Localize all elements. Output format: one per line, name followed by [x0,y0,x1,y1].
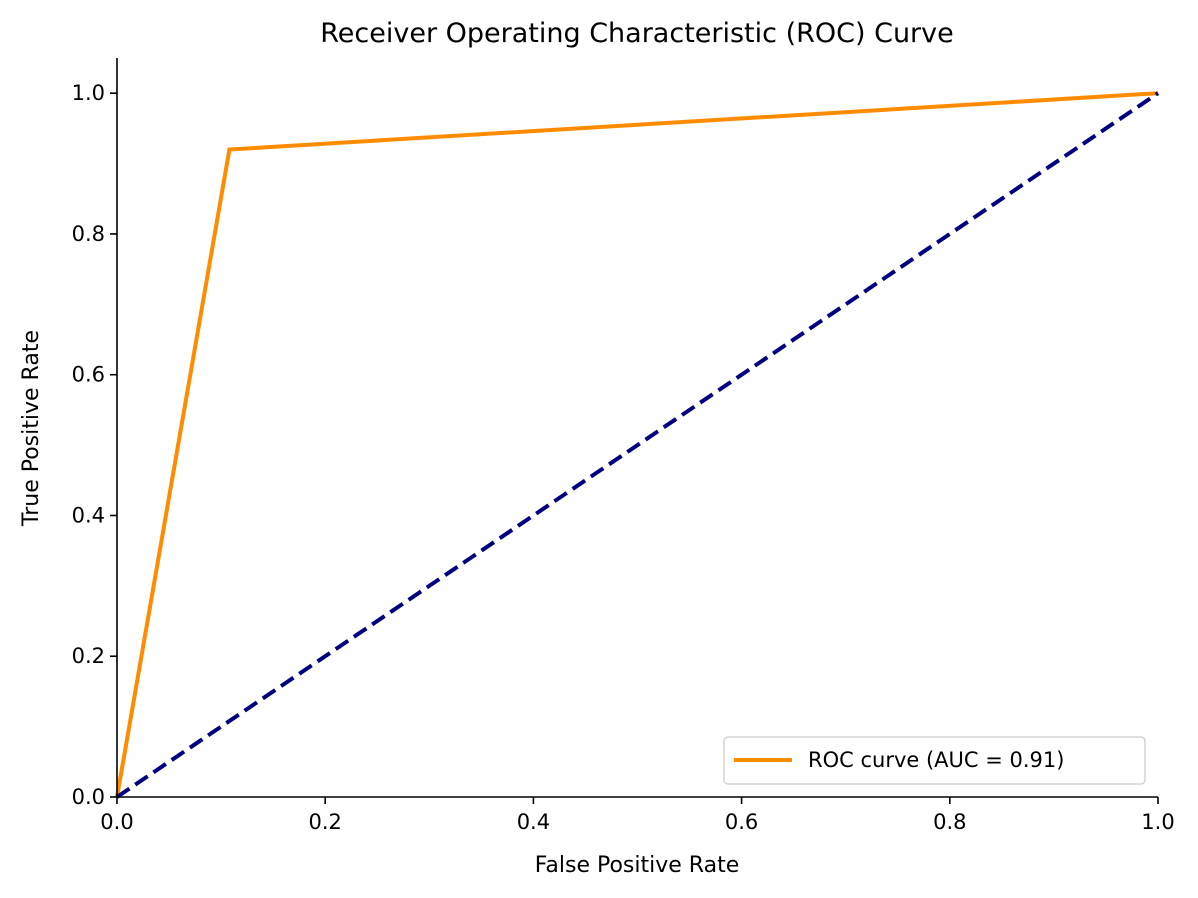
legend-box [723,736,1146,785]
x-tick-label: 0.6 [725,810,758,834]
axes [116,58,1158,798]
x-tick-label: 0.8 [933,810,966,834]
x-tick-label: 1.0 [1141,810,1174,834]
y-tick-label: 0.0 [72,785,105,809]
y-tick-label: 1.0 [72,81,105,105]
chance-diagonal-line [115,91,1160,799]
y-tick-label: 0.6 [72,363,105,387]
y-tick-label: 0.4 [72,503,105,527]
y-tick-label: 0.8 [72,222,105,246]
y-axis-label: True Positive Rate [19,330,44,527]
legend-label: ROC curve (AUC = 0.91) [808,748,1064,772]
roc-curve-line [115,91,1159,798]
x-axis-ticks: 0.0 0.2 0.4 0.6 0.8 1.0 [100,797,1175,834]
x-tick-label: 0.4 [517,810,550,834]
x-tick-label: 0.0 [100,810,133,834]
chart-title: Receiver Operating Characteristic (ROC) … [320,18,954,49]
y-axis-ticks: 0.0 0.2 0.4 0.6 0.8 1.0 [72,81,117,809]
y-tick-label: 0.2 [72,644,105,668]
x-tick-label: 0.2 [308,810,341,834]
legend: ROC curve (AUC = 0.91) [723,736,1146,785]
x-axis-label: False Positive Rate [535,853,739,878]
plot-area [115,91,1160,799]
